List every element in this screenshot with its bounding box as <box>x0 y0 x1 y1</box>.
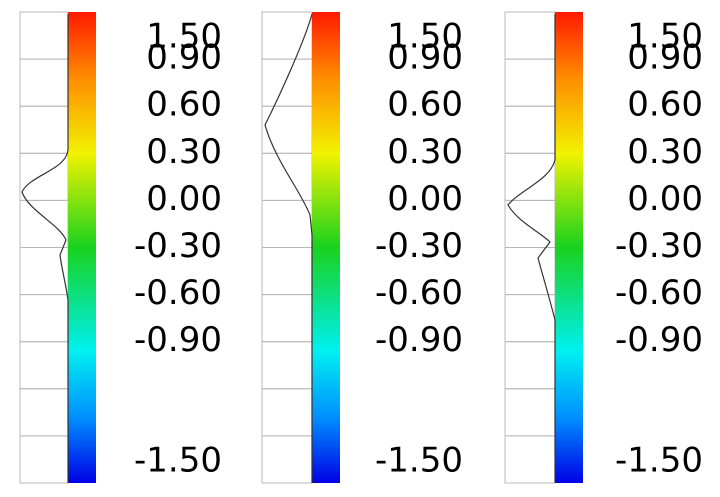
tick-label: 1.50 <box>387 16 463 56</box>
grid-cell <box>261 247 313 296</box>
panels: 1.500.900.600.300.00-0.30-0.60-0.90-1.50… <box>19 11 703 484</box>
tick-label: 0.30 <box>627 132 703 172</box>
tick-label: 0.00 <box>146 179 222 219</box>
grid-cell <box>261 58 313 107</box>
grid-cell <box>504 11 556 60</box>
tick-label: 1.50 <box>627 16 703 56</box>
tick-label: 0.00 <box>627 179 703 219</box>
tick-label: 0.00 <box>387 179 463 219</box>
grid-cell <box>504 435 556 484</box>
tick-label: -1.50 <box>615 440 703 480</box>
grid-cell <box>261 435 313 484</box>
tick-label: -0.60 <box>134 273 222 313</box>
grid-cell <box>504 152 556 201</box>
tick-label: 0.60 <box>146 85 222 125</box>
grid-cell <box>504 247 556 296</box>
grid-cell <box>261 152 313 201</box>
grid-cell <box>261 294 313 343</box>
tick-label: -0.60 <box>375 273 463 313</box>
grid-cell <box>504 58 556 107</box>
histogram-curve <box>264 13 313 483</box>
tick-label: 0.30 <box>146 132 222 172</box>
grid-cell <box>19 199 69 248</box>
grid-cell <box>261 388 313 437</box>
tick-label: 0.60 <box>627 85 703 125</box>
grid-cell <box>504 388 556 437</box>
tick-label: -0.90 <box>615 320 703 360</box>
grid-cell <box>19 105 69 154</box>
tick-label: 0.60 <box>387 85 463 125</box>
histogram-curve <box>21 14 69 483</box>
tick-label: -0.90 <box>134 320 222 360</box>
grid-cell <box>19 152 69 201</box>
grid-cell <box>504 294 556 343</box>
tick-label: 0.90 <box>387 38 463 78</box>
grid-cell <box>19 58 69 107</box>
tick-label: -0.30 <box>375 226 463 266</box>
tick-label: -0.90 <box>375 320 463 360</box>
grid-cell <box>261 105 313 154</box>
grid-cell <box>19 294 69 343</box>
tick-label: -0.30 <box>134 226 222 266</box>
tick-label: -0.30 <box>615 226 703 266</box>
grid-cell <box>19 11 69 60</box>
grid-cell <box>19 341 69 390</box>
colorbar <box>555 12 583 483</box>
tick-label: 1.50 <box>146 16 222 56</box>
colorbar <box>68 12 96 483</box>
grid-cell <box>261 199 313 248</box>
colorbar <box>312 12 340 483</box>
tick-label: 0.90 <box>627 38 703 78</box>
grid-cell <box>261 341 313 390</box>
grid-cell <box>19 388 69 437</box>
tick-label: 0.30 <box>387 132 463 172</box>
grid-cell <box>504 341 556 390</box>
tick-label: -1.50 <box>375 440 463 480</box>
grid-cell <box>504 105 556 154</box>
grid-cell <box>19 435 69 484</box>
histogram-curve <box>507 14 556 483</box>
tick-label: -1.50 <box>134 440 222 480</box>
tick-label: -0.60 <box>615 273 703 313</box>
tick-label: 0.90 <box>146 38 222 78</box>
